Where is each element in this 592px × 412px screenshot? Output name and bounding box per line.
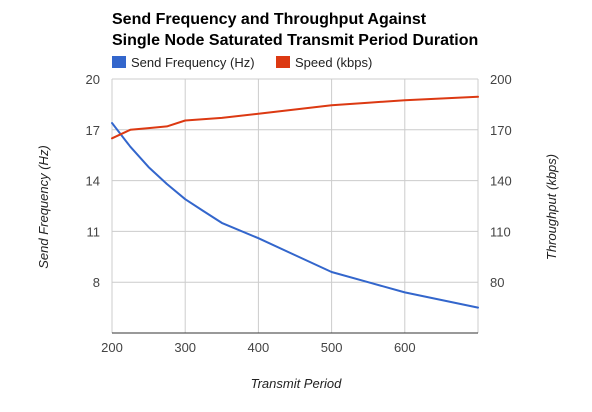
y-tick-label-left: 20: [86, 72, 100, 87]
legend-swatch-send-frequency: [112, 56, 126, 68]
grid: [111, 78, 479, 334]
x-tick-label: 400: [248, 340, 270, 355]
y-tick-label-right: 200: [490, 72, 512, 87]
axis-ticks: 8 11 14 17 20 80 110 140 170 200 200 300 400 500 600: [86, 72, 512, 355]
legend: Send Frequency (Hz) Speed (kbps): [112, 55, 372, 70]
y-tick-label-right: 140: [490, 174, 512, 189]
y-tick-label-left: 8: [93, 275, 100, 290]
x-tick-label: 200: [101, 340, 123, 355]
y-axis-label-left: Send Frequency (Hz): [36, 145, 51, 269]
legend-label-speed: Speed (kbps): [295, 55, 372, 70]
y-tick-label-right: 170: [490, 123, 512, 138]
series-line-send-frequency: [111, 122, 479, 309]
x-tick-label: 600: [394, 340, 416, 355]
x-axis-label: Transmit Period: [251, 376, 343, 391]
series-line-speed: [111, 95, 479, 140]
y-tick-label-left: 17: [86, 123, 100, 138]
y-tick-label-left: 14: [86, 174, 100, 189]
y-axis-label-right: Throughput (kbps): [544, 154, 559, 260]
x-tick-label: 500: [321, 340, 343, 355]
chart-title-line-2: Single Node Saturated Transmit Period Du…: [112, 32, 478, 49]
series-lines: [111, 95, 479, 309]
chart-title-line-1: Send Frequency and Throughput Against: [112, 11, 427, 28]
legend-swatch-speed: [276, 56, 290, 68]
y-tick-label-right: 110: [490, 224, 511, 239]
x-tick-label: 300: [174, 340, 196, 355]
y-tick-label-right: 80: [490, 275, 504, 290]
y-tick-label-left: 11: [87, 224, 101, 239]
legend-label-send-frequency: Send Frequency (Hz): [131, 55, 255, 70]
